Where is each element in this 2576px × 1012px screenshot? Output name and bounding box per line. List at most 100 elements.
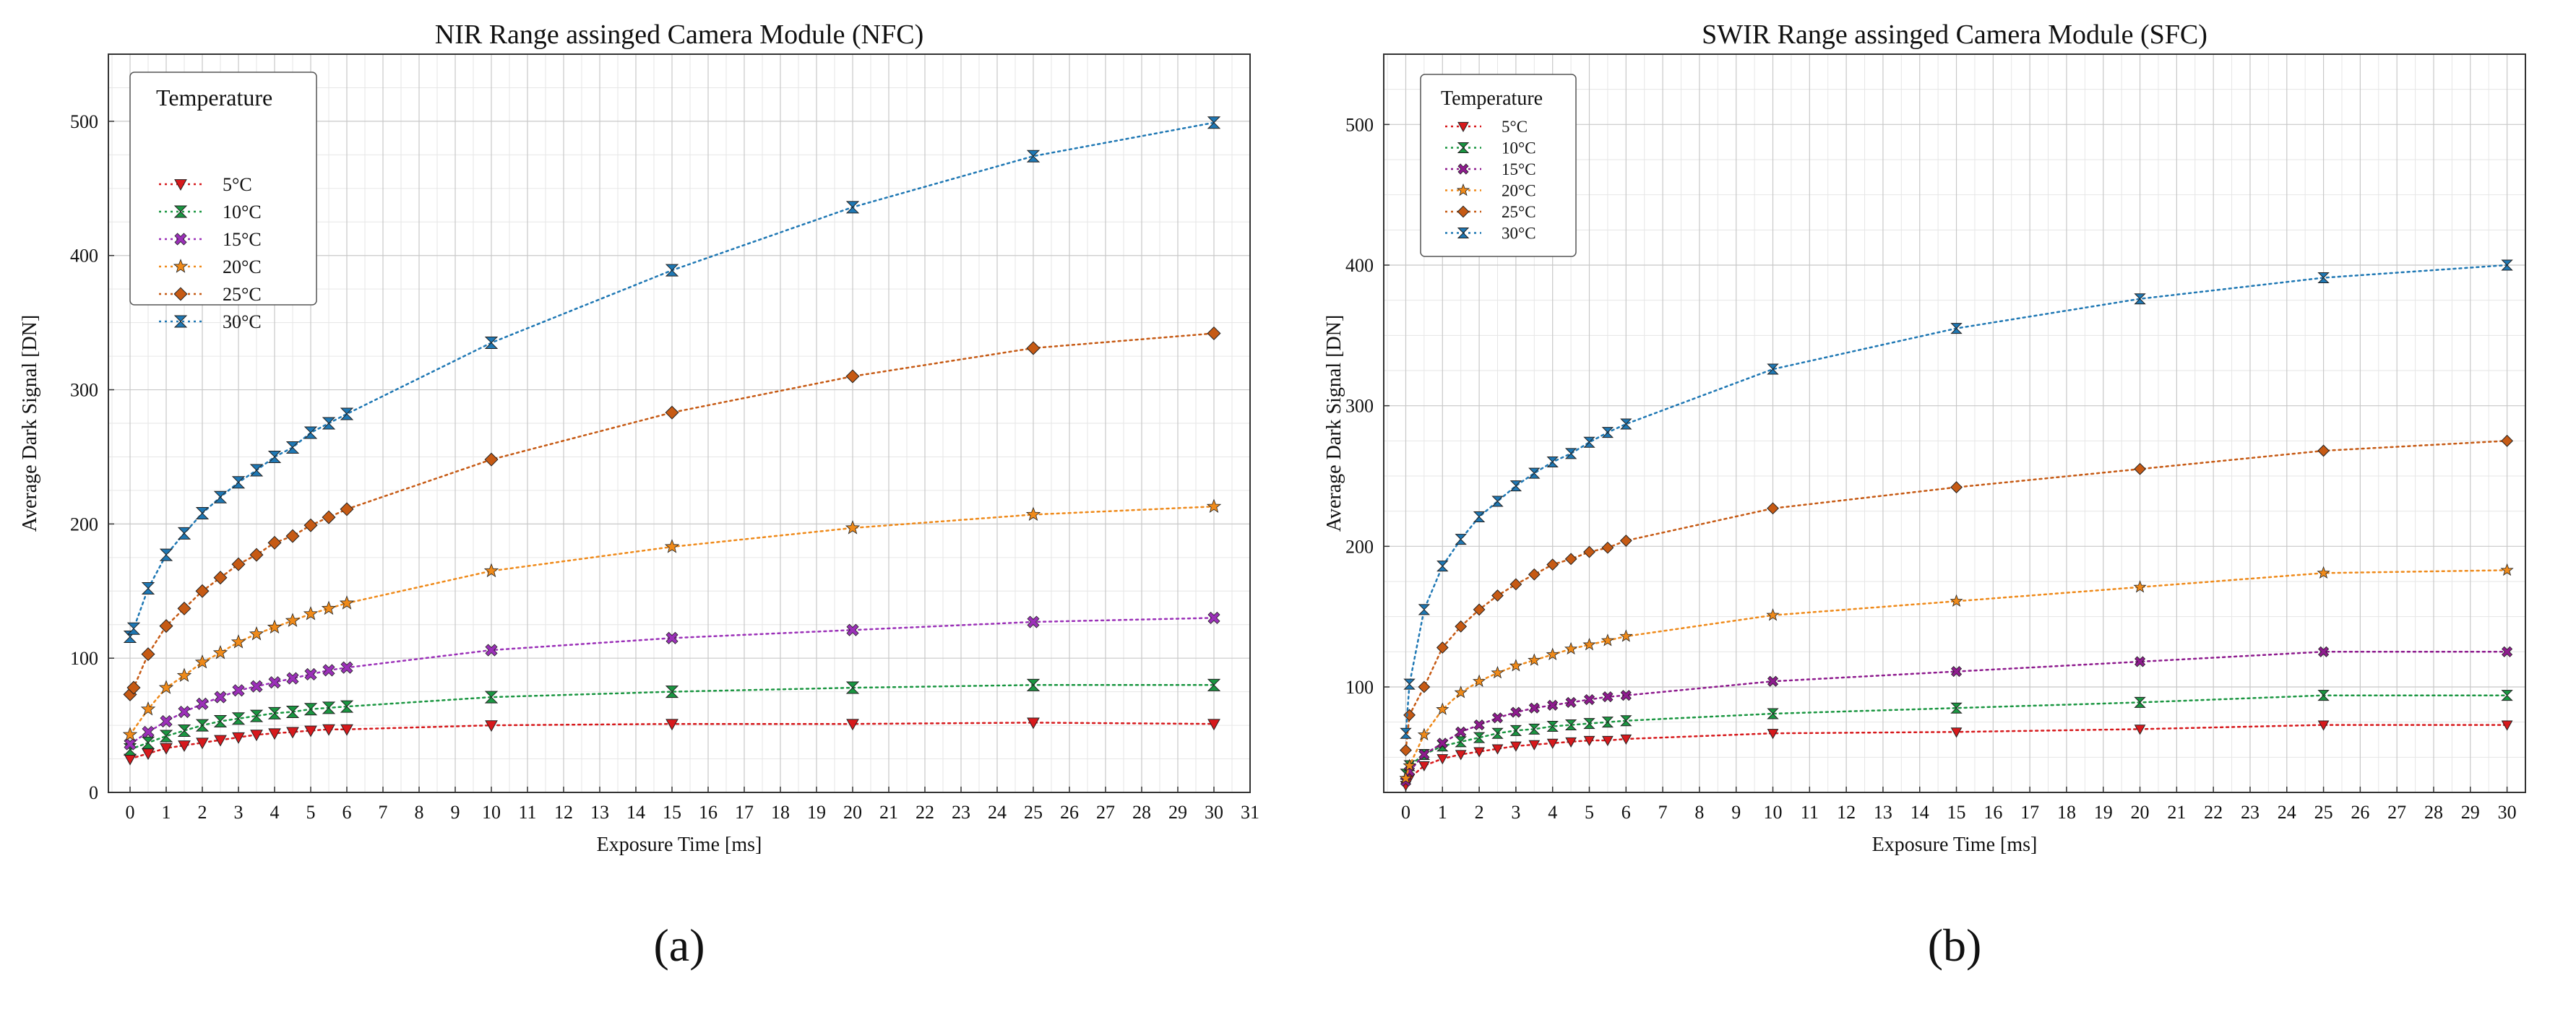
data-point (340, 700, 354, 713)
data-point (1767, 363, 1779, 375)
data-point (845, 201, 860, 214)
data-point (1509, 659, 1523, 672)
data-point (124, 738, 137, 751)
data-point (484, 691, 499, 704)
series-20c (122, 498, 1222, 741)
data-point (322, 724, 335, 736)
data-point (303, 606, 319, 620)
data-point (1027, 717, 1040, 730)
data-point (1547, 699, 1559, 711)
data-point (196, 697, 209, 710)
x-tick-label: 3 (1511, 802, 1520, 823)
data-point (249, 464, 264, 477)
data-point (160, 714, 173, 728)
data-point (1950, 594, 1963, 607)
data-point (322, 417, 336, 430)
x-tick-label: 15 (1947, 802, 1966, 823)
data-point (267, 706, 282, 719)
legend-marker (1457, 228, 1470, 238)
x-tick-label: 6 (343, 802, 352, 823)
chart-panel-b: 0 1 2 3 4 5 6 7 8 9 10 11 12 13 14 15 16 17 18 19 20 21 22 23 24… (1323, 20, 2526, 971)
x-tick-label: 16 (699, 802, 718, 823)
legend-entry: 25°C (1502, 203, 1536, 221)
data-point (484, 452, 499, 467)
data-point (665, 719, 679, 731)
x-tick-label: 8 (1694, 802, 1704, 823)
data-point (213, 715, 228, 728)
data-point (232, 684, 245, 697)
x-tick-label: 10 (482, 802, 501, 823)
legend-marker (1457, 142, 1470, 153)
x-tick-label: 20 (2131, 802, 2150, 823)
series-20c (1399, 563, 2514, 784)
data-point (303, 703, 318, 716)
data-point (231, 634, 246, 649)
x-tick-label: 9 (451, 802, 460, 823)
data-point (2134, 725, 2146, 735)
data-point (1455, 534, 1467, 545)
data-point (140, 701, 156, 716)
data-point (304, 667, 317, 681)
data-point (2502, 646, 2513, 657)
data-point (1455, 726, 1467, 738)
x-tick-label: 13 (1874, 802, 1892, 823)
data-point (2317, 444, 2330, 457)
data-point (1583, 545, 1595, 558)
data-point (1491, 496, 1504, 507)
data-point (160, 743, 173, 755)
y-tick-label: 300 (70, 380, 98, 401)
data-point (339, 595, 355, 610)
legend-marker (174, 179, 187, 191)
x-tick-label: 10 (1764, 802, 1783, 823)
data-point (1207, 719, 1220, 731)
data-point (250, 730, 263, 742)
data-point (177, 725, 191, 738)
data-point (303, 518, 318, 532)
data-point (304, 725, 317, 738)
data-point (141, 582, 155, 595)
y-tick-label: 200 (70, 514, 98, 535)
x-tick-label: 17 (2020, 802, 2039, 823)
data-point (2134, 462, 2146, 475)
data-point (1207, 611, 1220, 625)
data-point (665, 264, 679, 277)
data-point (1601, 717, 1614, 728)
data-point (1436, 738, 1448, 749)
data-point (303, 426, 318, 439)
data-point (267, 450, 282, 463)
data-point (2134, 293, 2146, 305)
data-point (1767, 675, 1779, 687)
series-10c (123, 678, 1221, 756)
data-point (1546, 738, 1559, 749)
legend-entry: 30°C (1502, 225, 1536, 243)
data-point (1403, 758, 1416, 771)
data-point (1491, 712, 1504, 724)
data-point (213, 571, 228, 585)
axes-frame (1383, 53, 2526, 793)
data-point (665, 631, 679, 644)
data-point (2317, 690, 2330, 701)
data-point (1473, 732, 1486, 743)
x-tick-label: 28 (1132, 802, 1151, 823)
data-point (1400, 744, 1412, 757)
data-point (322, 701, 336, 714)
x-tick-label: 19 (2094, 802, 2113, 823)
legend-marker (1457, 163, 1469, 175)
data-point (2317, 272, 2330, 284)
series-15c (1400, 646, 2513, 787)
x-tick-label: 15 (663, 802, 681, 823)
data-point (1950, 323, 1963, 334)
x-tick-label: 24 (2278, 802, 2296, 823)
series-5c (1400, 720, 2513, 792)
y-tick-label: 200 (1345, 536, 1374, 557)
y-tick-label: 500 (1345, 114, 1374, 135)
data-point (2501, 720, 2513, 731)
x-tick-label: 0 (126, 802, 135, 823)
data-point (159, 730, 173, 743)
data-point (231, 476, 246, 489)
data-point (1473, 747, 1485, 758)
data-point (194, 654, 210, 669)
data-point (2501, 690, 2513, 701)
data-point (845, 520, 861, 535)
